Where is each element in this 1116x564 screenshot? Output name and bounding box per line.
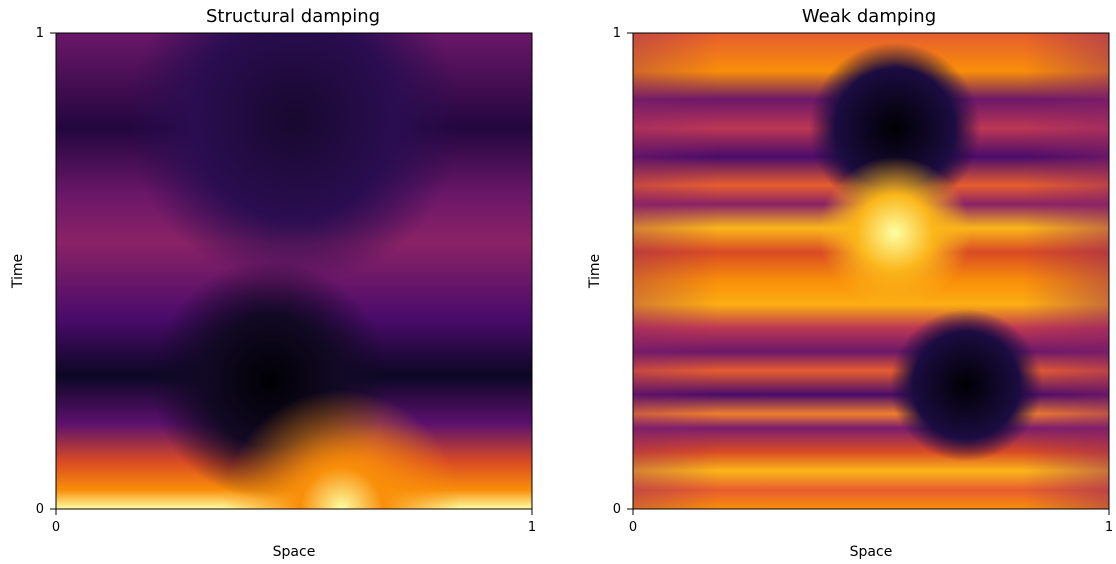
axes-frame-left — [55, 32, 533, 510]
heatmap-left-bright-spot — [56, 33, 532, 509]
y-tick-label-0-right: 0 — [613, 502, 621, 517]
x-tick-label-1-left: 1 — [528, 520, 536, 535]
y-tick-label-1-right: 1 — [613, 26, 621, 41]
chart-title-right: Weak damping — [802, 6, 936, 27]
y-tick-label-1-left: 1 — [36, 26, 44, 41]
axes-frame-right — [632, 32, 1110, 510]
chart-structural-damping: Structural damping Space Time 0 1 0 1 — [10, 6, 536, 560]
x-axis-label-left: Space — [273, 544, 316, 560]
heatmap-right-bright-mid — [633, 33, 1109, 509]
y-tick-label-0-left: 0 — [36, 502, 44, 517]
x-tick-label-1-right: 1 — [1105, 520, 1113, 535]
x-tick-label-0-right: 0 — [629, 520, 637, 535]
y-axis-label-right: Time — [587, 254, 603, 289]
x-axis-label-right: Space — [850, 544, 893, 560]
chart-svg-left: Structural damping Space Time 0 1 0 1 — [10, 6, 536, 560]
chart-svg-right: Weak damping Space Time 0 1 0 1 — [587, 6, 1113, 560]
chart-title-left: Structural damping — [206, 6, 380, 27]
chart-weak-damping: Weak damping Space Time 0 1 0 1 — [558, 0, 1116, 564]
y-axis-label-left: Time — [10, 254, 26, 289]
x-tick-label-0-left: 0 — [52, 520, 60, 535]
